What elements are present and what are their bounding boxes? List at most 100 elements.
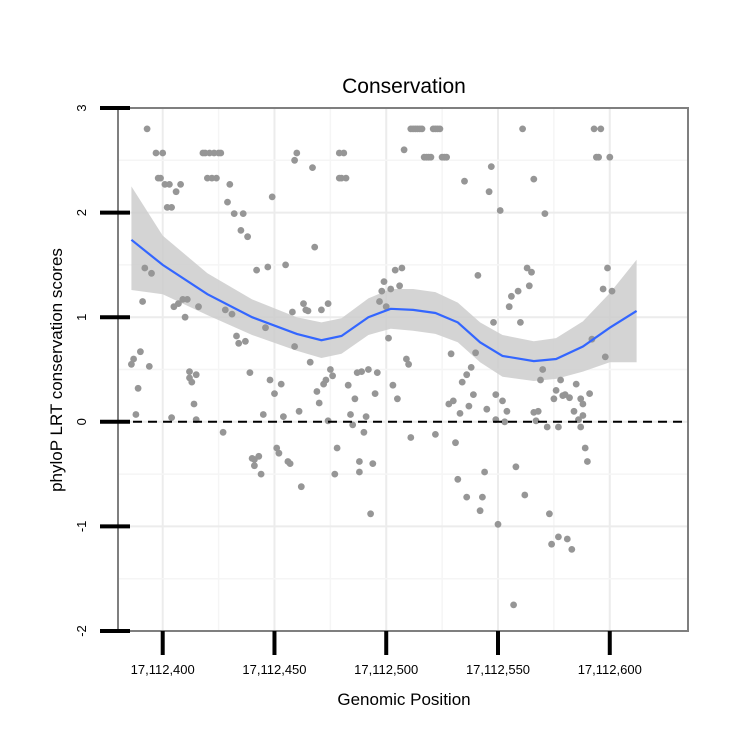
y-tick-label: 2 <box>74 209 89 216</box>
data-point <box>168 414 176 421</box>
data-point <box>586 390 593 397</box>
scatter-points <box>127 125 616 609</box>
data-point <box>396 282 403 290</box>
data-point <box>461 177 468 185</box>
data-point <box>487 163 495 171</box>
data-point <box>543 423 551 431</box>
data-point <box>264 263 272 271</box>
data-point <box>523 264 531 272</box>
data-point <box>530 175 538 183</box>
data-point <box>266 376 274 384</box>
data-point <box>405 360 412 368</box>
data-point <box>501 418 509 426</box>
chart-title: Conservation <box>342 75 466 98</box>
data-point <box>255 452 263 460</box>
data-point <box>221 306 229 314</box>
data-point <box>313 388 321 395</box>
data-point <box>403 355 410 363</box>
data-point <box>137 348 144 356</box>
data-point <box>519 125 526 133</box>
data-point <box>387 285 395 293</box>
data-point <box>192 371 200 379</box>
data-point <box>391 266 399 274</box>
data-point <box>463 371 471 379</box>
data-point <box>483 405 491 413</box>
data-point <box>257 470 265 478</box>
data-point <box>130 355 138 363</box>
data-point <box>190 400 198 408</box>
data-point <box>539 366 547 373</box>
data-point <box>508 292 515 300</box>
data-point <box>467 364 475 371</box>
data-point <box>555 423 562 431</box>
data-point <box>604 264 611 272</box>
data-point <box>358 368 365 375</box>
data-point <box>268 193 276 201</box>
data-point <box>132 411 140 418</box>
data-point <box>432 431 439 438</box>
data-point <box>333 444 341 452</box>
data-point <box>226 181 234 188</box>
data-point <box>427 153 435 161</box>
data-point <box>479 493 486 501</box>
data-point <box>228 310 236 318</box>
data-point <box>291 343 298 350</box>
data-point <box>219 428 227 436</box>
data-point <box>525 282 533 290</box>
data-point <box>380 278 388 285</box>
data-point <box>541 210 549 218</box>
y-tick-label: -2 <box>74 625 89 637</box>
data-point <box>237 227 245 234</box>
data-point <box>394 395 401 403</box>
data-point <box>365 366 372 373</box>
data-point <box>505 303 513 311</box>
data-point <box>530 409 538 416</box>
data-point <box>595 153 602 161</box>
y-tick-label: 0 <box>74 418 89 425</box>
data-point <box>148 269 155 277</box>
data-point <box>318 306 325 314</box>
x-tick-label: 17,112,600 <box>578 662 642 677</box>
data-point <box>251 462 258 470</box>
data-point <box>331 470 339 478</box>
data-point <box>362 413 370 420</box>
data-point <box>172 188 180 196</box>
data-point <box>286 460 294 467</box>
data-point <box>512 463 520 471</box>
data-point <box>570 407 578 415</box>
data-point <box>351 395 359 403</box>
data-point <box>546 510 553 518</box>
data-point <box>550 395 558 403</box>
data-point <box>195 303 202 311</box>
data-point <box>344 381 352 389</box>
x-tick-label: 17,112,400 <box>131 662 195 677</box>
data-point <box>443 153 450 161</box>
data-point <box>563 535 571 543</box>
data-point <box>224 198 231 206</box>
data-point <box>322 376 330 384</box>
data-point <box>306 358 314 366</box>
data-point <box>456 410 464 417</box>
data-point <box>492 391 500 398</box>
data-point <box>311 243 319 251</box>
data-point <box>139 298 147 305</box>
y-axis: -2 -1 0 1 2 3 <box>74 104 130 637</box>
data-point <box>349 421 357 429</box>
data-point <box>385 334 392 342</box>
data-point <box>474 272 482 279</box>
data-point <box>407 434 415 441</box>
data-point <box>566 394 573 402</box>
data-point <box>327 366 334 373</box>
data-point <box>606 153 614 161</box>
data-point <box>532 417 540 425</box>
data-point <box>340 149 348 157</box>
data-point <box>300 300 307 307</box>
data-point <box>289 308 296 316</box>
data-point <box>293 149 301 157</box>
y-axis-label: phyloP LRT conservation scores <box>47 248 66 492</box>
data-point <box>458 378 466 386</box>
data-point <box>280 413 287 420</box>
data-point <box>552 387 560 394</box>
data-point <box>145 363 153 370</box>
